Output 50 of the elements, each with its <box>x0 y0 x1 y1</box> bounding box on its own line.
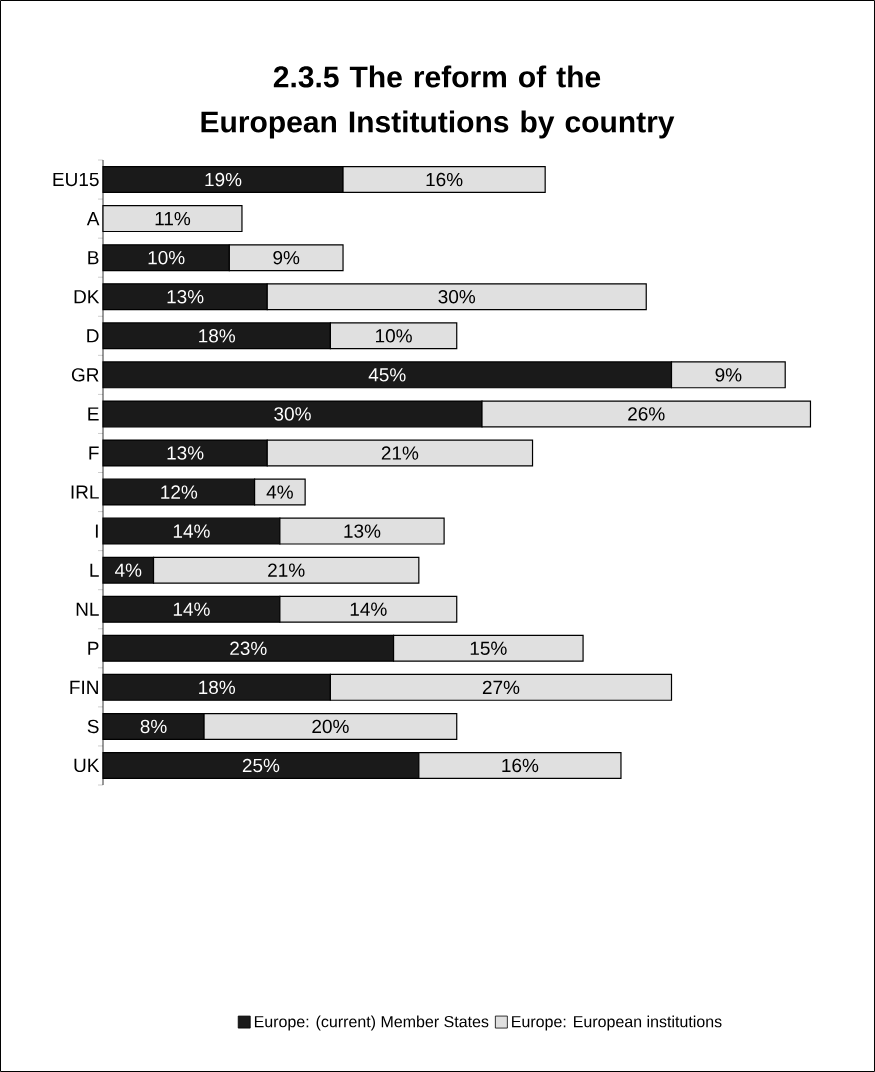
data-label: 20% <box>312 719 349 734</box>
data-label: 13% <box>167 290 204 304</box>
data-label: 18% <box>199 329 236 343</box>
y-tick-label: UK <box>74 758 100 773</box>
data-label: 21% <box>381 446 419 460</box>
y-tick-label: I <box>95 524 98 538</box>
y-tick-label: EU15 <box>53 172 99 187</box>
data-label: 4% <box>266 485 293 499</box>
y-tick-label: E <box>88 407 99 421</box>
data-label: 12% <box>161 485 198 499</box>
data-label: 14% <box>173 602 210 616</box>
data-label: 9% <box>715 368 742 382</box>
y-tick-label: A <box>86 212 100 226</box>
data-label: 45% <box>368 368 406 382</box>
data-label: 30% <box>438 290 476 304</box>
data-label: 23% <box>230 641 267 656</box>
data-label: 16% <box>502 758 539 773</box>
y-tick-label: S <box>87 719 99 734</box>
data-label: 14% <box>173 524 210 538</box>
y-tick-label: GR <box>71 368 99 382</box>
data-label: 8% <box>140 719 167 734</box>
data-label: 21% <box>268 563 305 577</box>
data-label: 18% <box>199 680 236 695</box>
data-label: 30% <box>274 407 311 421</box>
y-tick-label: DK <box>74 290 100 304</box>
y-tick-label: L <box>90 563 99 577</box>
y-tick-label: D <box>87 329 99 343</box>
data-label: 15% <box>470 641 507 655</box>
data-label: 25% <box>242 758 280 773</box>
y-tick-label: IRL <box>71 485 99 499</box>
legend-label: Europe: European institutions <box>512 1015 722 1031</box>
chart-title: 2.3.5 The reform of the European Institutions by country <box>201 65 675 139</box>
legend-label: Europe: (current) Member States <box>254 1015 489 1031</box>
data-label: 4% <box>114 563 142 577</box>
y-tick-label: F <box>89 446 99 460</box>
data-label: 11% <box>155 211 191 226</box>
y-tick-label: P <box>88 641 99 655</box>
data-label: 10% <box>148 250 185 265</box>
y-tick-label: B <box>88 251 99 265</box>
data-label: 27% <box>482 680 520 695</box>
data-label: 19% <box>205 172 242 187</box>
data-label: 13% <box>167 446 204 460</box>
y-tick-label: NL <box>76 602 99 616</box>
data-label: 16% <box>426 172 463 187</box>
data-label: 10% <box>376 329 412 343</box>
data-label: 26% <box>628 407 665 421</box>
data-label: 14% <box>350 602 387 616</box>
y-tick-label: FIN <box>70 680 98 694</box>
data-label: 9% <box>273 250 300 265</box>
data-label: 13% <box>344 524 381 538</box>
